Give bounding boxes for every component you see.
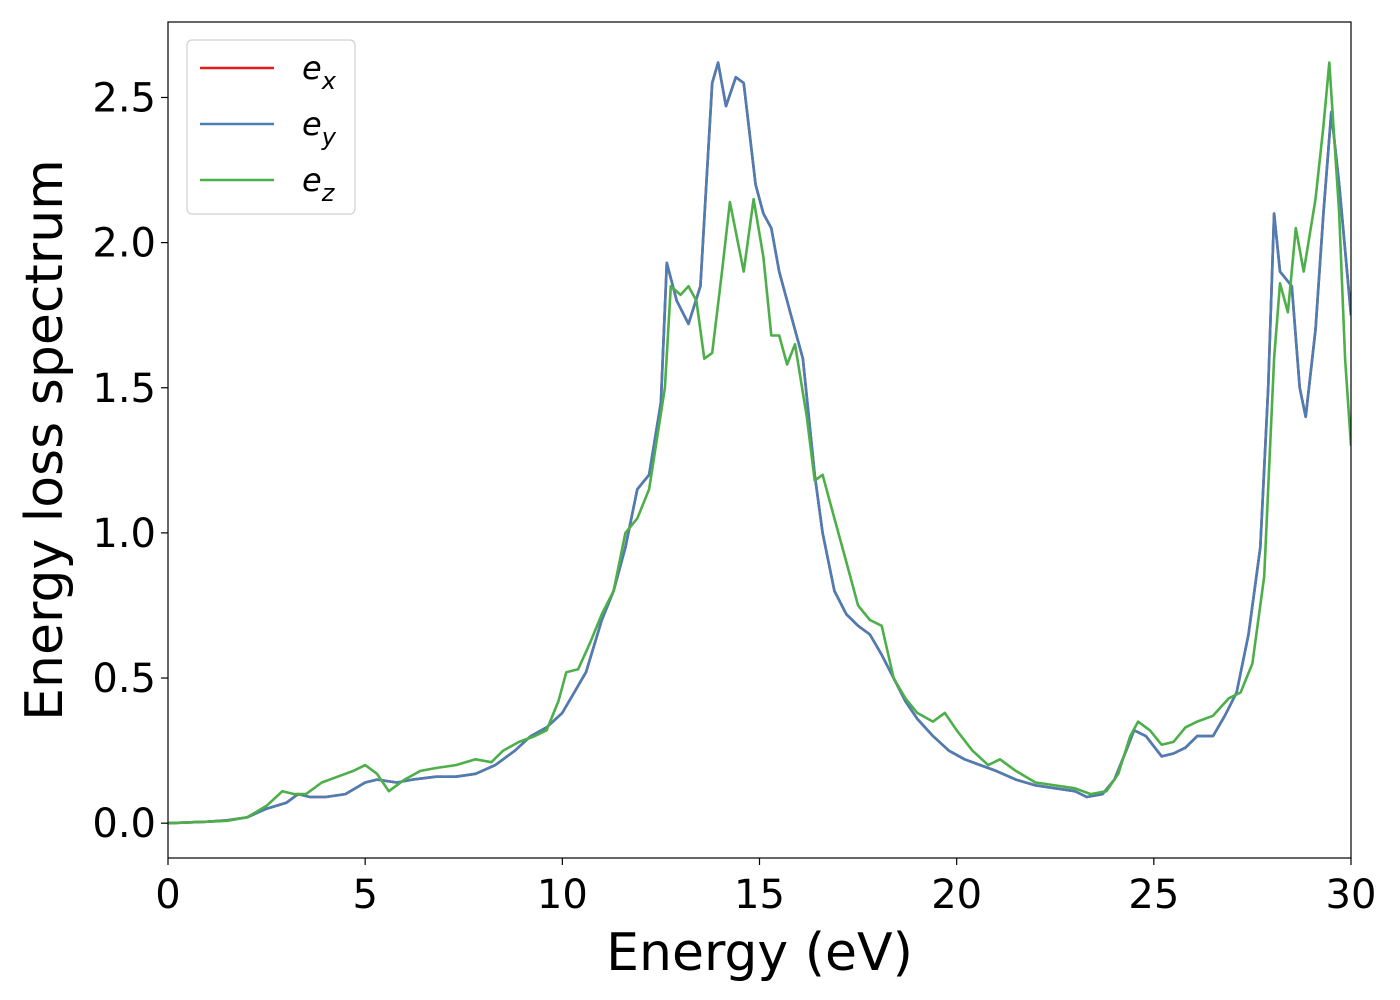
y-tick-label: 1.0 xyxy=(92,511,156,557)
legend-label-z: ez xyxy=(302,161,336,207)
y-tick-label: 2.5 xyxy=(92,75,156,121)
x-tick-label: 5 xyxy=(352,872,377,918)
x-tick-label: 25 xyxy=(1128,872,1179,918)
y-axis-ticks: 0.0 0.5 1.0 1.5 2.0 2.5 xyxy=(92,75,168,847)
legend-label-y: ey xyxy=(302,105,337,151)
legend-box xyxy=(186,39,356,215)
y-tick-label: 0.0 xyxy=(92,801,156,847)
x-axis-ticks: 0 5 10 15 20 25 30 xyxy=(155,858,1376,918)
x-tick-label: 30 xyxy=(1326,872,1377,918)
series-line-z xyxy=(168,61,1351,825)
y-tick-label: 1.5 xyxy=(92,366,156,412)
x-axis-label: Energy (eV) xyxy=(606,923,913,983)
plot-frame xyxy=(167,21,1352,859)
series-line-y xyxy=(168,61,1351,825)
x-tick-label: 20 xyxy=(931,872,982,918)
x-tick-label: 15 xyxy=(734,872,785,918)
y-tick-label: 2.0 xyxy=(92,221,156,267)
y-tick-label: 0.5 xyxy=(92,656,156,702)
legend-label-x: ex xyxy=(302,49,337,95)
y-axis-label: Energy loss spectrum xyxy=(15,159,75,721)
plot-area xyxy=(168,61,1351,825)
x-tick-label: 10 xyxy=(537,872,588,918)
x-tick-label: 0 xyxy=(155,872,180,918)
legend: ex ey ez xyxy=(186,39,356,215)
